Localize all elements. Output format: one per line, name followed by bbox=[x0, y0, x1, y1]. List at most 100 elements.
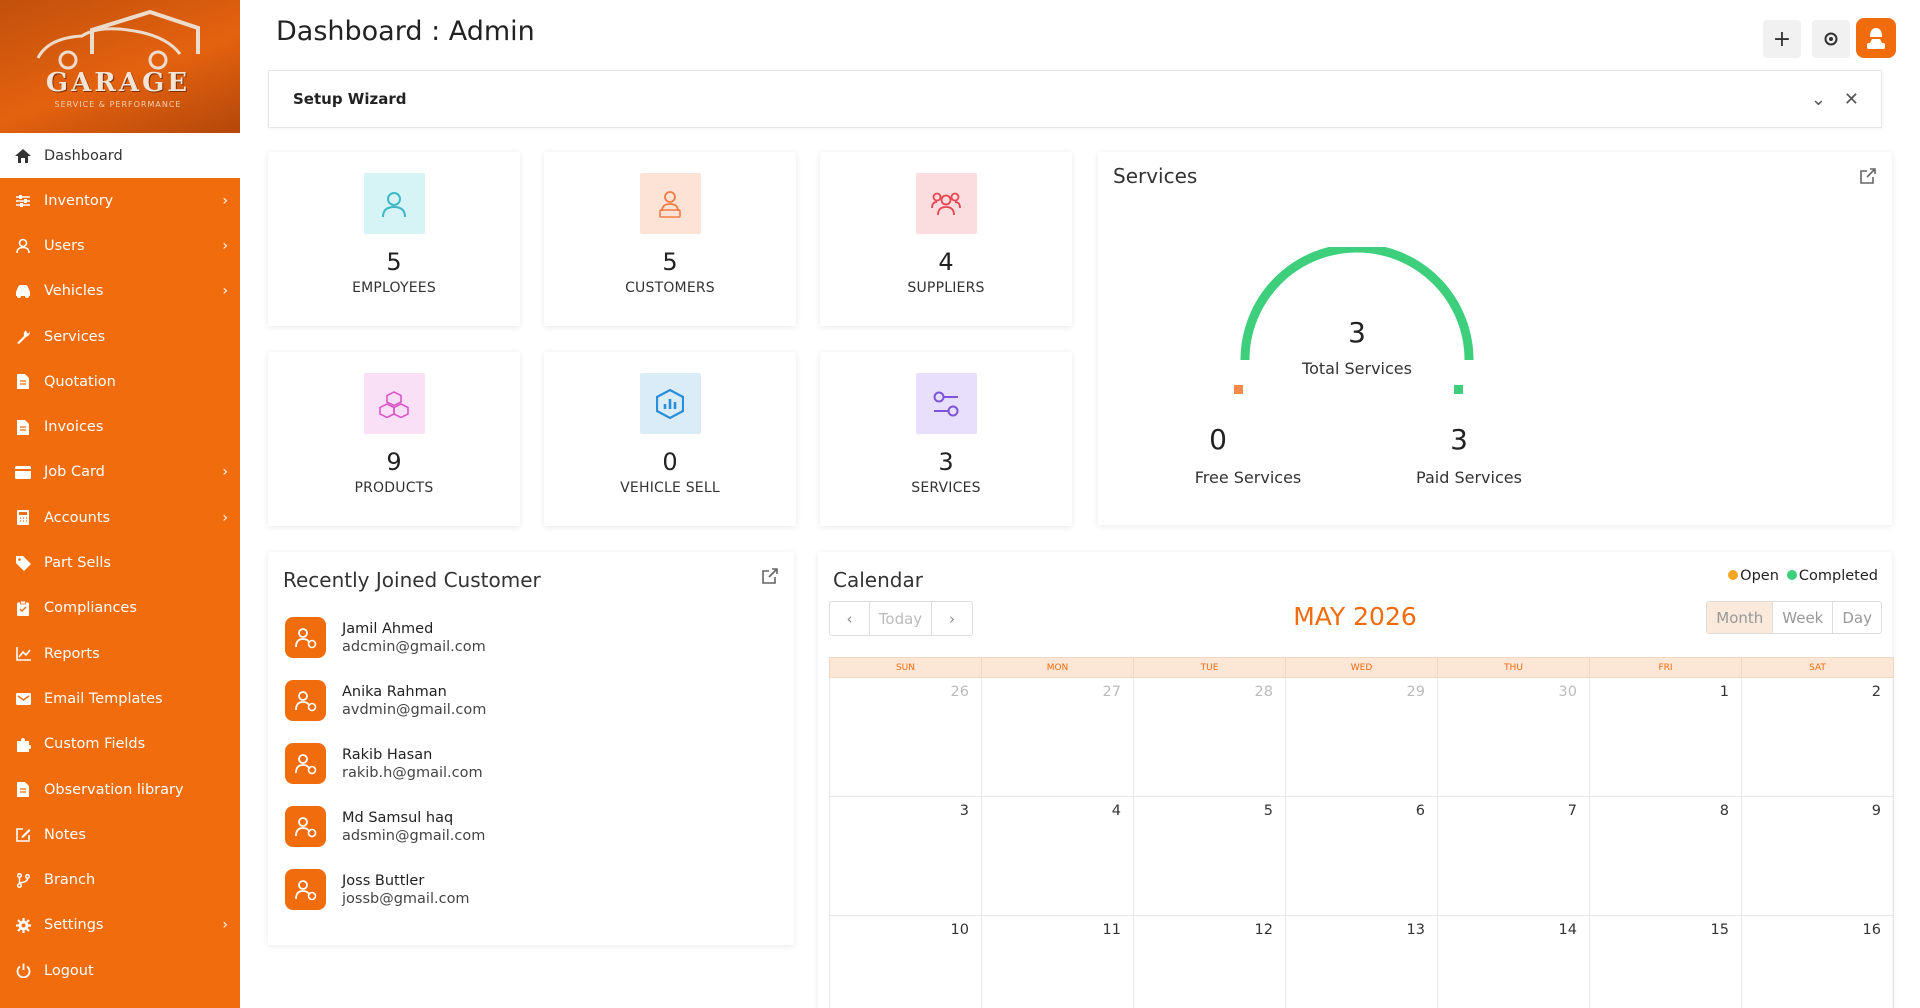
stat-value: 0 bbox=[662, 448, 678, 476]
sidebar-item-inventory[interactable]: Inventory › bbox=[0, 178, 240, 223]
calendar-day-cell[interactable]: 2 bbox=[1741, 678, 1894, 796]
sidebar-item-reports[interactable]: Reports bbox=[0, 631, 240, 676]
paid-services-legend-swatch bbox=[1454, 385, 1463, 394]
calendar-day-cell[interactable]: 10 bbox=[829, 916, 981, 1008]
user-icon bbox=[14, 238, 32, 254]
sidebar-item-invoices[interactable]: Invoices bbox=[0, 404, 240, 449]
sidebar-item-custom-fields[interactable]: Custom Fields bbox=[0, 722, 240, 767]
calendar-month-title: MAY 2026 bbox=[1293, 602, 1417, 631]
calendar-day-cell[interactable]: 11 bbox=[981, 916, 1133, 1008]
customer-email: rakib.h@gmail.com bbox=[342, 764, 483, 781]
chevron-down-icon[interactable]: ⌄ bbox=[1810, 89, 1826, 110]
external-link-icon[interactable] bbox=[760, 566, 780, 586]
stat-label: CUSTOMERS bbox=[625, 280, 715, 296]
view-day-button[interactable]: Day bbox=[1842, 608, 1872, 627]
sidebar-item-services[interactable]: Services bbox=[0, 314, 240, 359]
sidebar-item-branch[interactable]: Branch bbox=[0, 857, 240, 902]
customer-icon bbox=[639, 173, 701, 234]
calendar-day-cell[interactable]: 8 bbox=[1589, 797, 1741, 915]
user-icon bbox=[363, 173, 425, 234]
stat-card-products[interactable]: 9 PRODUCTS bbox=[268, 352, 520, 526]
calendar-day-cell[interactable]: 9 bbox=[1741, 797, 1894, 915]
sidebar-item-quotation[interactable]: Quotation bbox=[0, 359, 240, 404]
page-title: Dashboard : Admin bbox=[276, 16, 535, 47]
calendar-day-cell[interactable]: 6 bbox=[1285, 797, 1437, 915]
today-button[interactable]: Today bbox=[870, 602, 932, 635]
calendar-day-cell[interactable]: 1 bbox=[1589, 678, 1741, 796]
sidebar-item-compliances[interactable]: Compliances bbox=[0, 586, 240, 631]
calendar-day-cell[interactable]: 16 bbox=[1741, 916, 1894, 1008]
customer-email: avdmin@gmail.com bbox=[342, 701, 487, 718]
stat-card-services[interactable]: 3 SERVICES bbox=[820, 352, 1072, 526]
user-avatar-button[interactable] bbox=[1856, 18, 1896, 58]
brand-tagline: SERVICE & PERFORMANCE bbox=[54, 100, 182, 109]
view-month-button[interactable]: Month bbox=[1707, 602, 1774, 633]
chart-line-icon bbox=[14, 646, 32, 662]
customer-email: adcmin@gmail.com bbox=[342, 638, 486, 655]
customer-avatar-icon bbox=[285, 680, 326, 721]
customer-list-item[interactable]: Rakib Hasan rakib.h@gmail.com bbox=[285, 743, 483, 784]
calendar-day-cell[interactable]: 27 bbox=[981, 678, 1133, 796]
toggle-icon bbox=[915, 373, 977, 434]
brand-name: GARAGE bbox=[45, 68, 191, 98]
prev-month-button[interactable]: ‹ bbox=[830, 602, 870, 635]
chevron-right-icon: › bbox=[222, 917, 228, 934]
legend-completed: Completed bbox=[1786, 568, 1878, 584]
sidebar-item-observation-library[interactable]: Observation library bbox=[0, 767, 240, 812]
weekday-label: SAT bbox=[1809, 663, 1826, 673]
services-title: Services bbox=[1113, 164, 1198, 188]
sidebar-item-job-card[interactable]: Job Card › bbox=[0, 450, 240, 495]
add-button[interactable]: + bbox=[1763, 20, 1801, 58]
calendar-day-cell[interactable]: 12 bbox=[1133, 916, 1285, 1008]
calendar-day-cell[interactable]: 14 bbox=[1437, 916, 1589, 1008]
sidebar-item-label: Inventory bbox=[44, 192, 114, 209]
customer-list-item[interactable]: Anika Rahman avdmin@gmail.com bbox=[285, 680, 486, 721]
free-services-label: Free Services bbox=[1194, 468, 1302, 487]
stat-value: 5 bbox=[386, 248, 402, 276]
sidebar-item-part-sells[interactable]: Part Sells bbox=[0, 540, 240, 585]
calendar-day-cell[interactable]: 3 bbox=[829, 797, 981, 915]
customer-avatar-icon bbox=[285, 743, 326, 784]
setup-wizard-panel[interactable]: Setup Wizard ⌄ ✕ bbox=[268, 70, 1882, 128]
sidebar-item-settings[interactable]: Settings › bbox=[0, 903, 240, 948]
sidebar-item-notes[interactable]: Notes bbox=[0, 812, 240, 857]
settings-button[interactable] bbox=[1812, 20, 1850, 58]
calendar-day-cell[interactable]: 30 bbox=[1437, 678, 1589, 796]
sidebar-item-accounts[interactable]: Accounts › bbox=[0, 495, 240, 540]
sidebar-item-dashboard[interactable]: Dashboard bbox=[0, 133, 240, 178]
external-link-icon[interactable] bbox=[1858, 166, 1878, 186]
sidebar-item-users[interactable]: Users › bbox=[0, 223, 240, 268]
home-icon bbox=[14, 148, 32, 164]
sidebar-item-label: Reports bbox=[44, 645, 100, 662]
sidebar-item-email-templates[interactable]: Email Templates bbox=[0, 676, 240, 721]
weekday-label: TUE bbox=[1134, 658, 1286, 677]
sidebar-item-label: Invoices bbox=[44, 419, 104, 436]
calendar-week-row: 26 27 28 29 30 1 2 bbox=[829, 678, 1894, 797]
calendar-day-cell[interactable]: 26 bbox=[829, 678, 981, 796]
brand-logo[interactable]: GARAGE SERVICE & PERFORMANCE bbox=[0, 0, 240, 133]
sidebar-item-label: Services bbox=[44, 328, 106, 345]
sidebar-item-logout[interactable]: Logout bbox=[0, 948, 240, 993]
calendar-day-cell[interactable]: 5 bbox=[1133, 797, 1285, 915]
view-week-button[interactable]: Week bbox=[1773, 602, 1834, 633]
customer-avatar-icon bbox=[285, 617, 326, 658]
calendar-day-cell[interactable]: 4 bbox=[981, 797, 1133, 915]
customer-list-item[interactable]: Md Samsul haq adsmin@gmail.com bbox=[285, 806, 485, 847]
next-month-button[interactable]: › bbox=[932, 602, 972, 635]
customer-list-item[interactable]: Joss Buttler jossb@gmail.com bbox=[285, 869, 470, 910]
calendar-day-cell[interactable]: 7 bbox=[1437, 797, 1589, 915]
calendar-day-cell[interactable]: 28 bbox=[1133, 678, 1285, 796]
edit-icon bbox=[14, 827, 32, 843]
close-icon[interactable]: ✕ bbox=[1843, 89, 1859, 110]
stat-card-customers[interactable]: 5 CUSTOMERS bbox=[544, 152, 796, 326]
stat-card-employees[interactable]: 5 EMPLOYEES bbox=[268, 152, 520, 326]
calendar-day-cell[interactable]: 15 bbox=[1589, 916, 1741, 1008]
customer-list-item[interactable]: Jamil Ahmed adcmin@gmail.com bbox=[285, 617, 486, 658]
weekday-label: WED bbox=[1286, 658, 1438, 677]
stat-card-suppliers[interactable]: 4 SUPPLIERS bbox=[820, 152, 1072, 326]
stat-card-vehicle-sell[interactable]: 0 VEHICLE SELL bbox=[544, 352, 796, 526]
calendar-day-cell[interactable]: 13 bbox=[1285, 916, 1437, 1008]
setup-wizard-title: Setup Wizard bbox=[293, 90, 407, 108]
sidebar-item-vehicles[interactable]: Vehicles › bbox=[0, 269, 240, 314]
calendar-day-cell[interactable]: 29 bbox=[1285, 678, 1437, 796]
